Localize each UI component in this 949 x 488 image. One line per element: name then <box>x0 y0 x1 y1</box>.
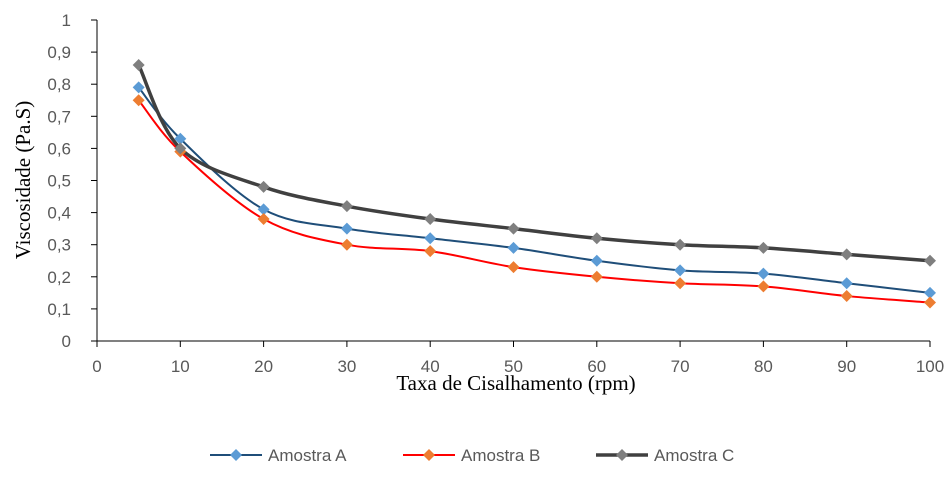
y-tick-label: 0,7 <box>47 107 71 126</box>
y-tick-label: 0,1 <box>47 300 71 319</box>
data-point-amostra-a <box>674 264 687 277</box>
x-tick-label: 60 <box>587 357 606 376</box>
data-point-amostra-a <box>757 267 770 280</box>
data-point-amostra-b <box>257 213 270 226</box>
data-point-amostra-c <box>757 241 770 254</box>
data-point-amostra-a <box>132 81 145 94</box>
data-point-amostra-a <box>924 286 936 299</box>
series-markers-amostra-a <box>132 81 936 299</box>
legend-item-amostra-c: Amostra C <box>596 446 734 465</box>
y-tick-label: 0,4 <box>47 204 71 223</box>
legend-label-amostra-a: Amostra A <box>268 446 347 465</box>
chart-axes: 00,10,20,30,40,50,60,70,80,910 10 20 30 40 50… <box>47 11 944 376</box>
x-tick-label: 50 <box>504 357 523 376</box>
data-point-amostra-a <box>340 222 353 235</box>
data-point-amostra-c <box>590 232 603 245</box>
legend-marker-amostra-b <box>423 449 435 461</box>
data-point-amostra-b <box>924 296 936 309</box>
data-point-amostra-a <box>257 203 270 216</box>
data-point-amostra-b <box>590 270 603 283</box>
data-point-amostra-c <box>424 213 437 226</box>
legend-item-amostra-b: Amostra B <box>403 446 540 465</box>
data-point-amostra-a <box>507 241 520 254</box>
x-tick-label: 100 <box>916 357 944 376</box>
data-point-amostra-a <box>590 254 603 267</box>
data-point-amostra-a <box>840 277 853 290</box>
data-point-amostra-c <box>507 222 520 235</box>
series-line-amostra-c <box>137 64 931 263</box>
series-markers-amostra-b <box>132 94 936 309</box>
x-tick-label: 70 <box>671 357 690 376</box>
data-point-amostra-a <box>174 132 187 145</box>
x-tick-label: 40 <box>421 357 440 376</box>
data-point-amostra-b <box>674 277 687 290</box>
data-point-amostra-c <box>132 58 145 71</box>
data-point-amostra-c <box>257 180 270 193</box>
series-line-amostra-b <box>137 99 931 304</box>
x-tick-label: 30 <box>337 357 356 376</box>
y-axis-title: Viscosidade (Pa.S) <box>11 101 35 260</box>
legend-marker-amostra-c <box>616 449 628 461</box>
data-point-amostra-b <box>340 238 353 251</box>
y-tick-label: 0,5 <box>47 172 71 191</box>
chart-series <box>132 58 936 309</box>
data-point-amostra-c <box>924 254 936 267</box>
data-point-amostra-a <box>424 232 437 245</box>
x-tick-label: 20 <box>254 357 273 376</box>
x-axis-title: Taxa de Cisalhamento (rpm) <box>396 371 635 395</box>
data-point-amostra-b <box>757 280 770 293</box>
legend-marker-amostra-a <box>230 449 242 461</box>
y-tick-label: 0 <box>62 332 71 351</box>
legend-label-amostra-c: Amostra C <box>654 446 734 465</box>
legend-item-amostra-a: Amostra A <box>210 446 347 465</box>
data-point-amostra-c <box>840 248 853 261</box>
x-tick-label: 90 <box>837 357 856 376</box>
series-markers-amostra-c <box>132 58 936 267</box>
x-tick-label: 0 <box>92 357 101 376</box>
y-tick-label: 0,3 <box>47 236 71 255</box>
data-point-amostra-b <box>132 94 145 107</box>
y-tick-label: 0,9 <box>47 43 71 62</box>
x-tick-label: 80 <box>754 357 773 376</box>
chart-legend: Amostra A Amostra B Amostra C <box>210 446 734 465</box>
y-tick-label: 0,8 <box>47 75 71 94</box>
series-line-amostra-a <box>137 86 931 294</box>
data-point-amostra-c <box>174 142 187 155</box>
data-point-amostra-c <box>674 238 687 251</box>
data-point-amostra-b <box>840 290 853 303</box>
y-tick-label: 0,2 <box>47 268 71 287</box>
legend-label-amostra-b: Amostra B <box>461 446 540 465</box>
y-tick-label: 1 <box>62 11 71 30</box>
data-point-amostra-b <box>424 245 437 258</box>
data-point-amostra-c <box>340 200 353 213</box>
y-tick-label: 0,6 <box>47 139 71 158</box>
data-point-amostra-b <box>507 261 520 274</box>
x-tick-label: 10 <box>171 357 190 376</box>
